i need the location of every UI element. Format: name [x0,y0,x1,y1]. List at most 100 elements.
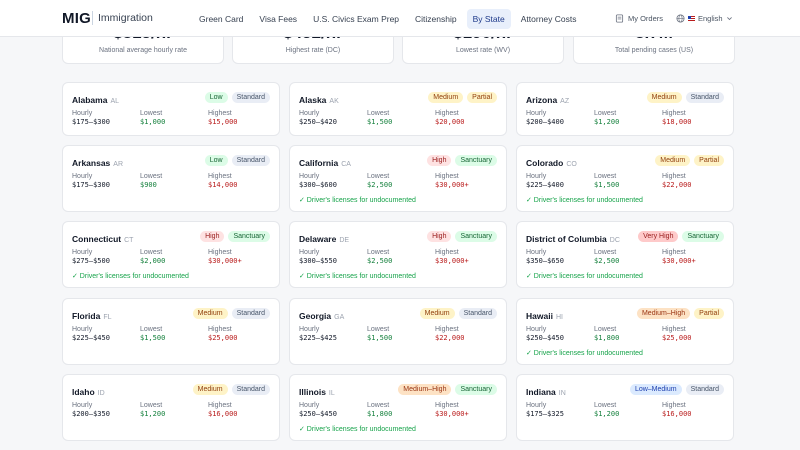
highest-value: $25,000 [662,334,692,342]
highest-column: Highest $25,000 [208,326,238,342]
state-card-arizona[interactable]: Arizona AZ Medium Standard Hourly $200–$400 Lo… [516,82,734,136]
state-card-illinois[interactable]: Illinois IL Medium–High Sanctuary Hourly $250… [289,374,507,441]
highest-label: Highest [435,402,459,409]
state-abbr: GA [334,314,345,321]
highest-label: Highest [662,110,686,117]
hourly-value: $250–$420 [299,118,337,126]
policy-badge: Sanctuary [455,231,497,242]
hourly-column: Hourly $225–$425 [299,326,337,342]
badge-group: High Sanctuary [427,155,497,166]
lowest-value: $1,500 [140,334,166,342]
state-abbr: DC [609,237,620,244]
state-name: Alabama AL [72,95,119,105]
state-abbr: AL [110,98,119,105]
state-card-district-of-columbia[interactable]: District of Columbia DC Very High Sanctuary… [516,221,734,288]
drivers-license-note: ✓ Driver's licenses for undocumented [72,273,189,280]
cost-level-badge: Low–Medium [629,384,682,395]
policy-badge: Standard [685,384,724,395]
hourly-label: Hourly [299,402,320,409]
state-name: Colorado CO [526,158,577,168]
state-card-florida[interactable]: Florida FL Medium Standard Hourly $225–$450 Lo… [62,298,280,365]
lowest-value: $1,200 [594,410,620,418]
lowest-column: Lowest $2,500 [367,173,392,189]
highest-column: Highest $30,000+ [435,249,469,265]
state-card-california[interactable]: California CA High Sanctuary Hourly $300–$600… [289,145,507,212]
highest-value: $22,000 [435,334,465,342]
state-name-text: Arkansas [72,158,111,168]
nav-attorney-costs[interactable]: Attorney Costs [520,14,577,24]
highest-column: Highest $14,000 [208,173,238,189]
policy-badge: Sanctuary [228,231,270,242]
cost-level-badge: High [200,231,225,242]
hourly-column: Hourly $225–$400 [526,173,564,189]
nav-citizenship[interactable]: Citizenship [415,14,457,24]
cost-level-badge: Very High [638,231,679,242]
highest-label: Highest [662,249,686,256]
state-card-alaska[interactable]: Alaska AK Medium Partial Hourly $250–$420 Lowe… [289,82,507,136]
lowest-label: Lowest [367,173,390,180]
orders-label: My Orders [628,14,664,23]
lowest-column: Lowest $2,500 [367,249,392,265]
site-subtitle: Immigration [98,12,153,24]
state-name-text: Illinois [299,387,326,397]
lowest-label: Lowest [367,402,390,409]
highest-value: $30,000+ [435,181,469,189]
my-orders-link[interactable]: My Orders [615,14,663,23]
lowest-label: Lowest [594,110,617,117]
highest-label: Highest [435,326,459,333]
lowest-label: Lowest [594,402,617,409]
site-logo[interactable]: MIG [62,10,91,27]
state-abbr: CO [566,161,577,168]
state-card-colorado[interactable]: Colorado CO Medium Partial Hourly $225–$400 Lo… [516,145,734,212]
main-nav: Green Card Visa Fees U.S. Civics Exam Pr… [193,9,583,29]
state-card-idaho[interactable]: Idaho ID Medium Standard Hourly $200–$350 Lowe… [62,374,280,441]
highest-label: Highest [435,173,459,180]
badge-group: High Sanctuary [427,231,497,242]
state-card-indiana[interactable]: Indiana IN Low–Medium Standard Hourly $175–$3… [516,374,734,441]
state-name-text: Arizona [526,95,558,105]
lowest-label: Lowest [140,402,163,409]
state-abbr: FL [103,314,112,321]
hourly-label: Hourly [299,326,320,333]
language-selector[interactable]: English [676,14,733,23]
cost-level-badge: Low [204,92,228,103]
hourly-label: Hourly [299,173,320,180]
badge-group: Very High Sanctuary [638,231,724,242]
hourly-label: Hourly [72,110,93,117]
nav-civics-exam-prep[interactable]: U.S. Civics Exam Prep [313,14,400,24]
hourly-column: Hourly $250–$450 [299,402,337,418]
cost-level-badge: Medium [646,92,682,103]
chevron-down-icon [726,17,732,21]
state-card-hawaii[interactable]: Hawaii HI Medium–High Partial Hourly $250–$45… [516,298,734,365]
lowest-column: Lowest $1,800 [594,326,619,342]
drivers-license-note: ✓ Driver's licenses for undocumented [526,197,643,204]
lowest-value: $1,800 [367,410,393,418]
state-name: Alaska AK [299,95,339,105]
nav-green-card[interactable]: Green Card [199,14,244,24]
highest-label: Highest [435,110,459,117]
nav-visa-fees[interactable]: Visa Fees [259,14,298,24]
state-card-delaware[interactable]: Delaware DE High Sanctuary Hourly $300–$550 Lo… [289,221,507,288]
state-name-text: Idaho [72,387,95,397]
hourly-label: Hourly [526,326,547,333]
lowest-label: Lowest [594,173,617,180]
highest-column: Highest $16,000 [208,402,238,418]
lowest-column: Lowest $1,200 [140,402,165,418]
highest-column: Highest $25,000 [662,326,692,342]
cost-level-badge: Medium [419,308,455,319]
state-card-georgia[interactable]: Georgia GA Medium Standard Hourly $225–$425 Lo… [289,298,507,365]
cost-level-badge: Medium [428,92,464,103]
highest-label: Highest [662,326,686,333]
highest-value: $30,000+ [435,257,469,265]
state-card-arkansas[interactable]: Arkansas AR Low Standard Hourly $175–$300 Lowe… [62,145,280,212]
cost-level-badge: High [427,231,452,242]
state-card-connecticut[interactable]: Connecticut CT High Sanctuary Hourly $275–$50… [62,221,280,288]
highest-label: Highest [435,249,459,256]
lowest-label: Lowest [140,110,163,117]
state-name: Florida FL [72,311,112,321]
hourly-value: $200–$400 [526,118,564,126]
stat-label: Total pending cases (US) [614,47,694,54]
nav-by-state[interactable]: By State [466,9,511,29]
state-name-text: Indiana [526,387,556,397]
state-card-alabama[interactable]: Alabama AL Low Standard Hourly $175–$300 Lowes… [62,82,280,136]
